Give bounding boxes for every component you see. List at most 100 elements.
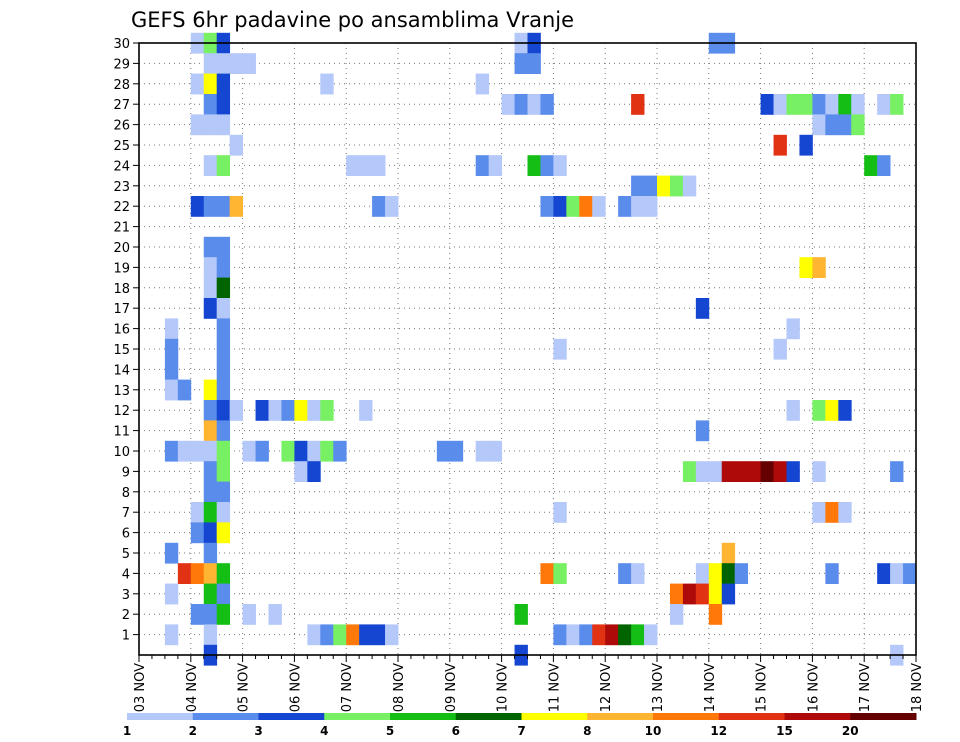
x-tick-label: 08 NOV [392,663,407,712]
heatmap-cell [216,196,231,217]
heatmap-cell [579,624,593,646]
heatmap-cell [890,461,904,482]
heatmap-cell [216,502,231,523]
heatmap-cell [682,583,697,605]
heatmap-cell [216,359,231,380]
heatmap-cell [657,175,671,197]
colorbar-swatch [127,713,194,720]
heatmap-cell [216,604,231,625]
heatmap-cell [682,461,697,482]
heatmap-cell [501,94,515,115]
heatmap-cell [229,53,243,74]
heatmap-cell [164,542,179,564]
y-tick-label: 7 [122,506,130,521]
heatmap-cell [164,624,179,646]
heatmap-cell [812,502,826,523]
heatmap-cell [786,400,800,421]
y-tick-label: 30 [113,37,130,52]
colorbar-swatch [258,713,325,720]
y-tick-label: 5 [122,547,130,562]
heatmap-cell [475,440,490,462]
heatmap-cell [734,461,749,482]
heatmap-cell [203,420,218,442]
heatmap-cell [644,175,658,197]
heatmap-cell [682,175,697,197]
heatmap-cell [203,400,218,421]
heatmap-cell [307,624,321,646]
y-tick-label: 13 [113,384,130,399]
heatmap-cell [695,583,710,605]
heatmap-cell [540,94,554,115]
colorbar-label: 4 [320,724,328,738]
heatmap-cell [203,53,218,74]
heatmap-cell [734,563,749,584]
y-tick-label: 24 [113,159,130,174]
heatmap-cell [618,196,632,217]
heatmap-cell [708,461,723,482]
heatmap-cell [436,440,451,462]
heatmap-cell [825,94,839,115]
heatmap-cell [838,114,852,136]
y-tick-label: 25 [113,139,130,154]
heatmap-cell [164,359,179,380]
heatmap-cell [527,94,541,115]
y-tick-label: 3 [122,588,130,603]
heatmap-cell [903,563,917,584]
x-tick-label: 03 NOV [133,663,148,712]
y-tick-label: 16 [113,323,130,338]
heatmap-cell [825,502,839,523]
x-tick-label: 18 NOV [910,663,925,712]
heatmap-cell [177,563,192,584]
heatmap-cell [631,196,645,217]
heatmap-cell [203,277,218,299]
heatmap-cell [799,134,813,156]
heatmap-cell [203,236,218,258]
chart-title: GEFS 6hr padavine po ansamblima Vranje [131,8,574,32]
heatmap-cell [255,400,269,421]
heatmap-cell [268,400,282,421]
heatmap-cell [449,440,464,462]
heatmap-cell [203,481,218,503]
y-tick-label: 21 [113,221,130,236]
y-tick-label: 1 [122,629,130,644]
x-tick-label: 06 NOV [288,663,303,712]
heatmap-cell [721,563,736,584]
heatmap-cell [812,114,826,136]
heatmap-cell [708,583,723,605]
x-axis: 03 NOV 04 NOV 05 NOV 06 NOV 07 NOV 08 NOV 09 N… [133,655,925,712]
heatmap-cell [786,461,800,482]
heatmap-cell [294,400,308,421]
colorbar-label: 2 [189,724,197,738]
y-tick-label: 23 [113,180,130,195]
heatmap-cell [203,624,218,646]
x-tick-label: 17 NOV [858,663,873,712]
heatmap-cell [877,94,891,115]
heatmap-cell [514,53,528,74]
heatmap-cell [359,155,373,176]
heatmap-cell [721,461,736,482]
heatmap-cell [631,175,645,197]
heatmap-cell [825,563,839,584]
heatmap-cell [216,461,231,482]
heatmap-cell [242,604,256,625]
heatmap-cell [203,461,218,482]
x-tick-label: 14 NOV [703,663,718,712]
heatmap-cell [566,196,580,217]
heatmap-cell [631,94,645,115]
heatmap-cell [164,338,179,360]
heatmap-cell [553,502,567,523]
x-tick-label: 10 NOV [496,663,511,712]
heatmap-cell [514,94,528,115]
colorbar-swatch [324,713,391,720]
colorbar-label: 5 [386,724,394,738]
y-tick-label: 22 [113,200,130,215]
heatmap-cell [812,257,826,278]
heatmap-cell [333,440,347,462]
x-tick-label: 04 NOV [185,663,200,712]
heatmap-cell [242,53,256,74]
heatmap-cell [216,583,231,605]
heatmap-cell [721,542,736,564]
heatmap-cell [203,563,218,584]
heatmap-cell [890,563,904,584]
heatmap-cell [216,155,231,176]
